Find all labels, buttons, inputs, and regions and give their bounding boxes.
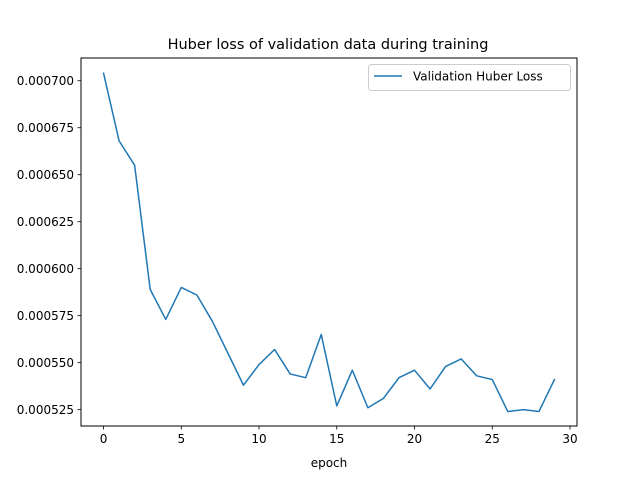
chart-title: Huber loss of validation data during tra… [168,37,489,53]
axes-frame [80,57,578,427]
x-tick-label: 20 [407,432,422,446]
x-tick-label: 15 [329,432,344,446]
y-tick-label: 0.000525 [17,403,74,417]
y-tick-label: 0.000675 [17,121,74,135]
y-tick-label: 0.000650 [17,168,74,182]
y-tick-label: 0.000625 [17,215,74,229]
y-tick-label: 0.000700 [17,74,74,88]
x-tick-label: 30 [562,432,577,446]
y-tick-label: 0.000600 [17,262,74,276]
legend-label: Validation Huber Loss [413,70,543,84]
legend-box [368,64,571,91]
y-tick-label: 0.000550 [17,356,74,370]
x-axis-label: epoch [311,456,348,470]
x-tick-label: 10 [251,432,266,446]
x-tick-label: 25 [485,432,500,446]
series-line-0 [102,72,556,413]
x-tick-label: 0 [100,432,108,446]
x-tick-label: 5 [177,432,185,446]
legend: Validation Huber Loss [368,64,571,91]
y-tick-label: 0.000575 [17,309,74,323]
